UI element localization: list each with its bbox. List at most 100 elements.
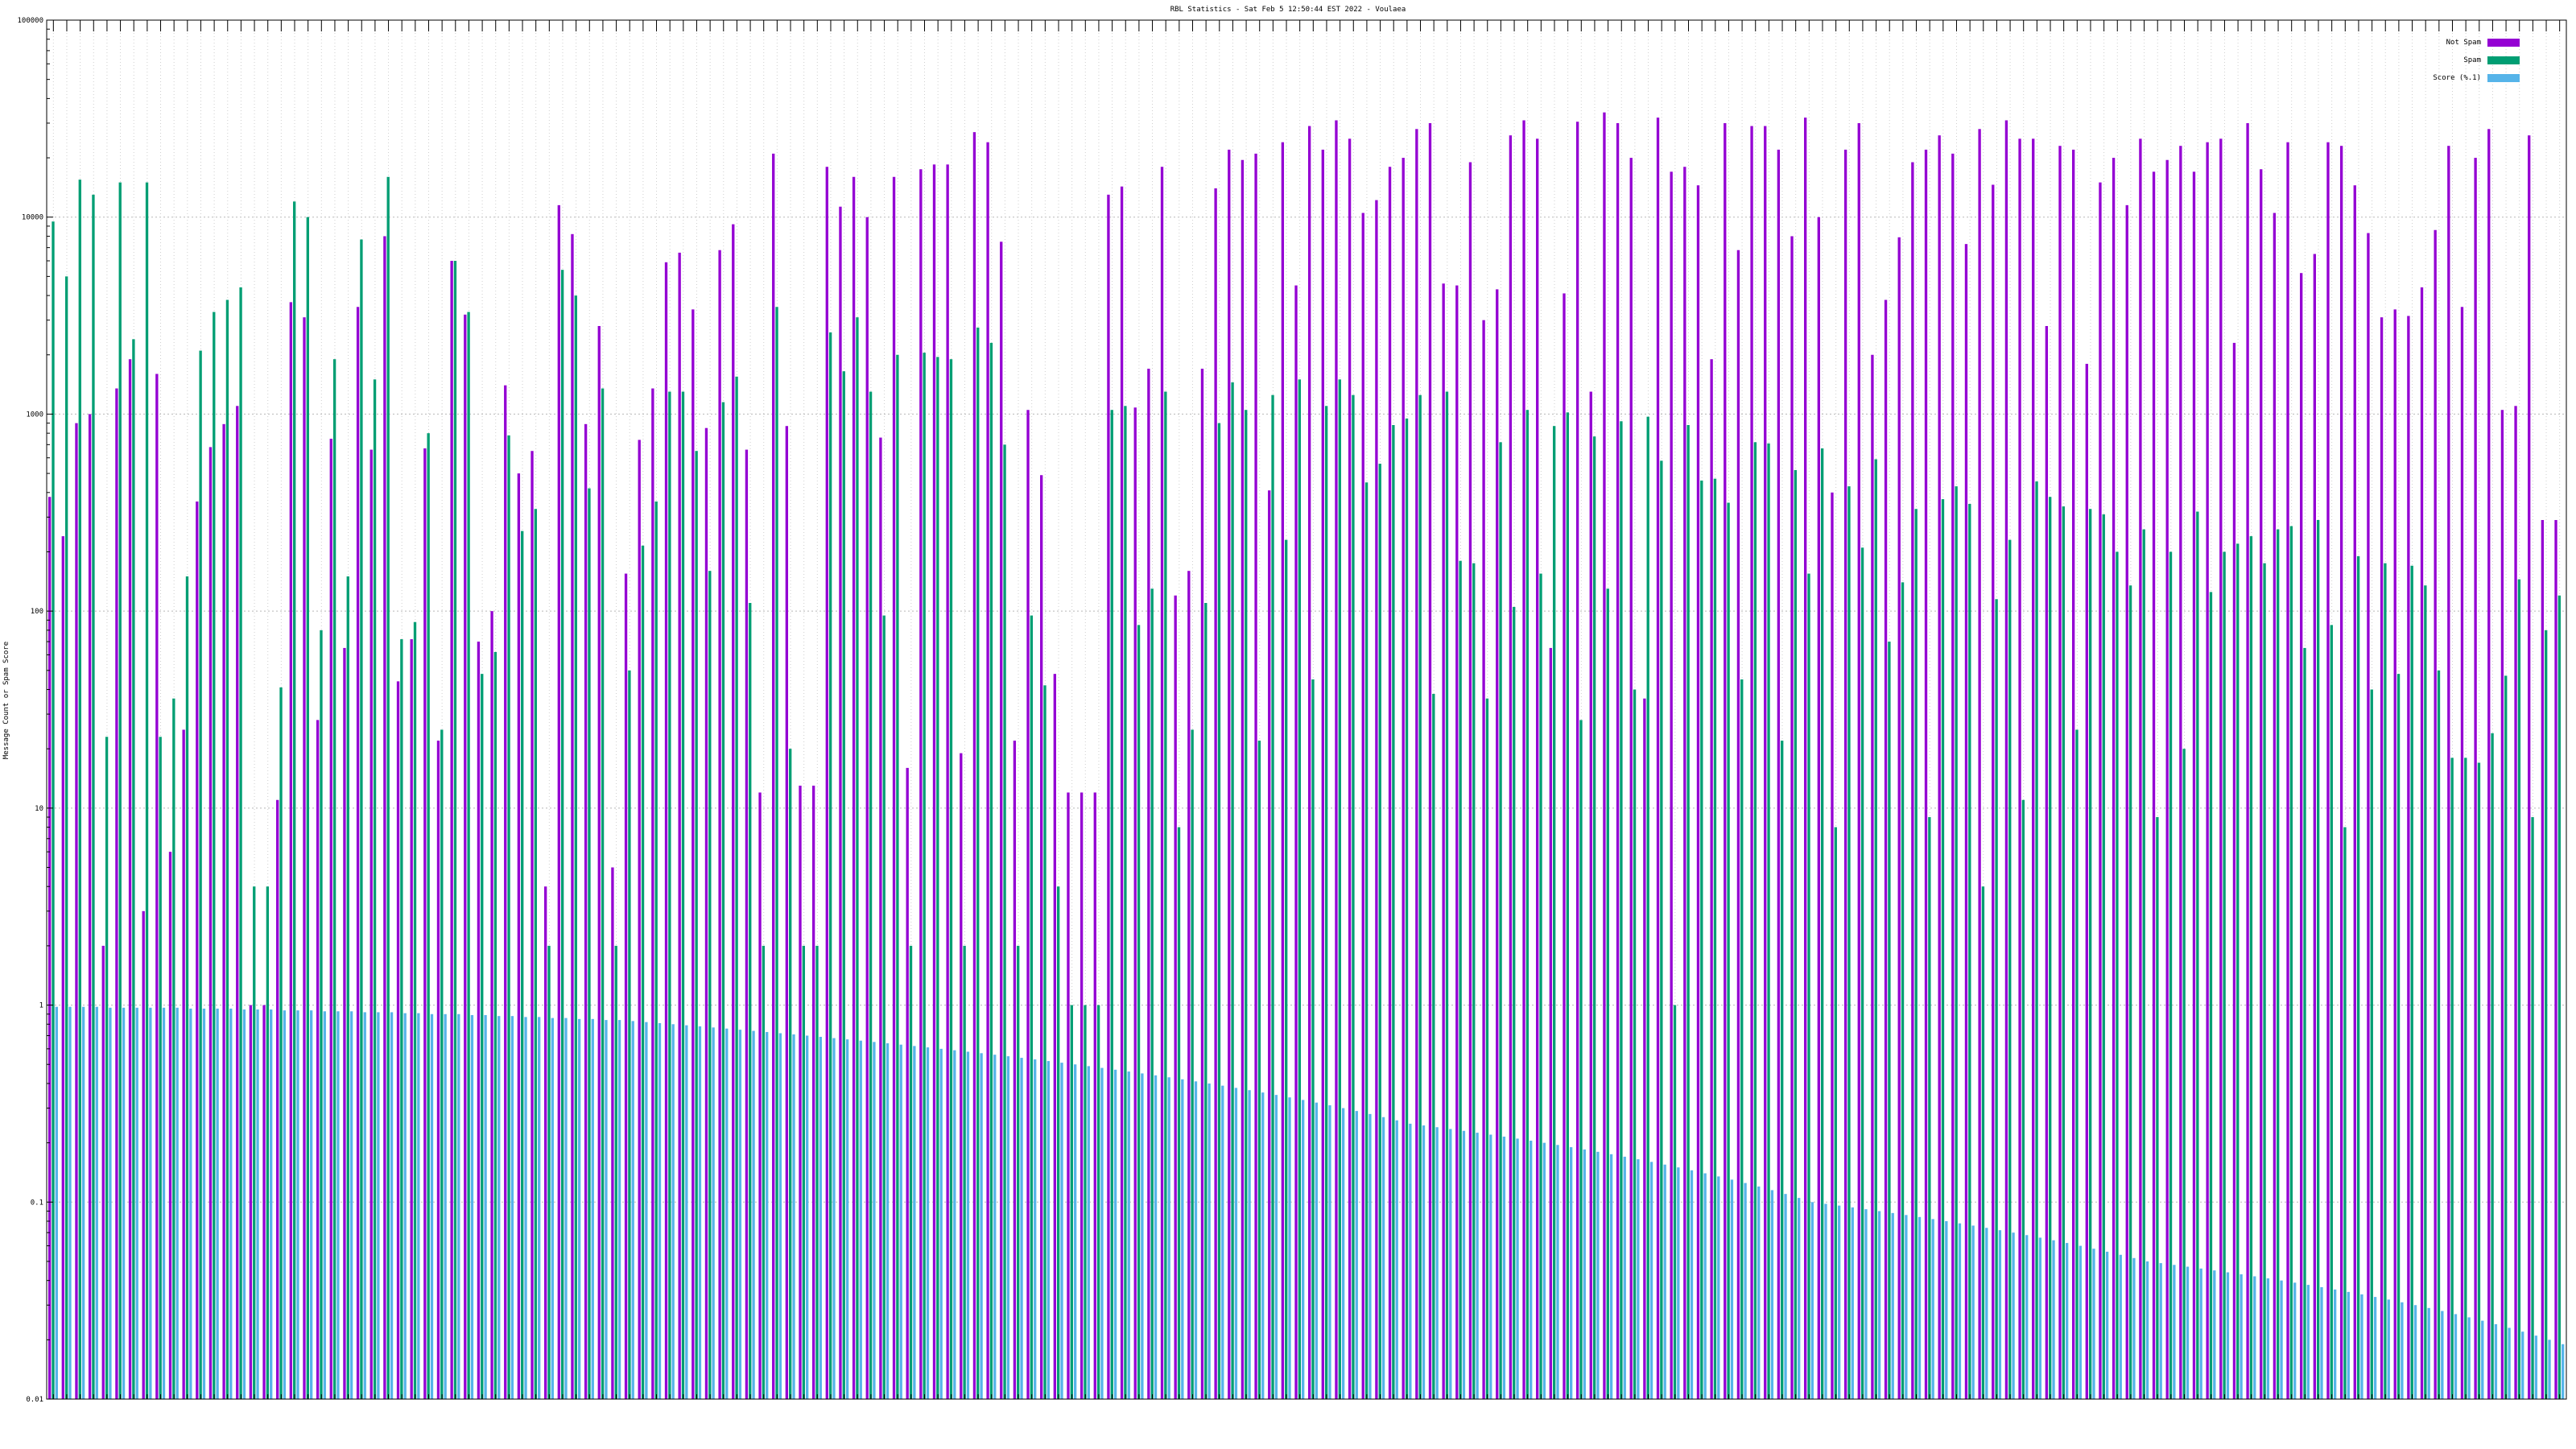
bar-not-spam: [1200, 369, 1204, 1399]
bar-score: [1328, 1105, 1331, 1399]
bar-not-spam: [557, 204, 560, 1400]
bar-spam: [1137, 625, 1141, 1399]
bar-not-spam: [1509, 135, 1513, 1399]
bar-score: [55, 1006, 58, 1399]
bar-score: [216, 1008, 219, 1399]
bar-not-spam: [208, 447, 213, 1399]
bar-spam: [2236, 543, 2240, 1399]
bar-score: [2373, 1297, 2377, 1399]
bar-not-spam: [986, 142, 989, 1400]
bar-score: [564, 1018, 568, 1399]
bar-not-spam: [1174, 595, 1177, 1399]
bar-spam: [2464, 758, 2467, 1399]
bar-score: [2132, 1257, 2136, 1399]
bar-not-spam: [1335, 120, 1338, 1399]
bar-spam: [1378, 464, 1381, 1399]
bar-spam: [2450, 758, 2454, 1399]
bar-score: [712, 1027, 715, 1399]
bar-spam: [1485, 698, 1489, 1399]
bar-not-spam: [2232, 342, 2236, 1400]
bar-spam: [721, 402, 725, 1399]
bar-score: [2534, 1335, 2538, 1399]
bar-spam: [1834, 827, 1837, 1399]
bar-spam: [775, 307, 778, 1399]
bar-spam: [547, 945, 551, 1399]
y-tick-label: 0.1: [31, 1199, 43, 1207]
bar-not-spam: [1790, 236, 1794, 1399]
bar-spam: [1592, 436, 1596, 1399]
y-axis-label: Message Count or Spam Score: [2, 642, 10, 759]
bar-score: [926, 1047, 930, 1399]
bar-spam: [1056, 886, 1060, 1399]
bar-score: [1409, 1123, 1412, 1399]
bar-spam: [320, 630, 323, 1399]
bar-not-spam: [2219, 138, 2223, 1400]
bar-score: [1744, 1183, 1747, 1399]
bar-spam: [78, 180, 81, 1399]
bar-spam: [534, 509, 538, 1399]
bar-not-spam: [879, 437, 882, 1399]
bar-not-spam: [638, 440, 641, 1399]
bar-spam: [2223, 551, 2226, 1399]
bar-spam: [373, 379, 377, 1399]
bar-spam: [2182, 749, 2186, 1399]
bar-score: [819, 1037, 822, 1399]
bar-not-spam: [436, 741, 440, 1399]
bar-spam: [2102, 514, 2105, 1399]
bar-spam: [2557, 595, 2562, 1399]
bar-not-spam: [2474, 158, 2477, 1399]
bar-not-spam: [678, 252, 681, 1399]
bar-spam: [453, 261, 457, 1399]
bar-spam: [2424, 585, 2427, 1399]
bar-score: [1596, 1151, 1600, 1399]
bar-spam: [695, 451, 698, 1399]
bar-score: [1798, 1198, 1801, 1399]
legend: Not Spam Spam Score (%.1): [2433, 39, 2520, 82]
bar-score: [1891, 1212, 1894, 1399]
bar-score: [1449, 1129, 1452, 1399]
bar-score: [363, 1012, 366, 1399]
bar-not-spam: [1992, 184, 1995, 1400]
bar-score: [430, 1013, 434, 1399]
bar-spam: [588, 488, 591, 1399]
bar-spam: [1753, 442, 1757, 1400]
bar-score: [1315, 1102, 1318, 1399]
bar-score: [256, 1009, 259, 1399]
bar-spam: [2049, 497, 2052, 1400]
bar-score: [323, 1011, 326, 1399]
bar-not-spam: [2273, 213, 2277, 1400]
bar-spam: [92, 194, 95, 1400]
bar-not-spam: [1724, 122, 1727, 1399]
bar-not-spam: [115, 388, 118, 1399]
bar-score: [886, 1043, 890, 1399]
bar-not-spam: [490, 611, 493, 1399]
bar-not-spam: [1683, 167, 1686, 1399]
bar-not-spam: [249, 1005, 253, 1399]
bar-score: [899, 1044, 902, 1399]
bar-spam: [1955, 486, 1958, 1400]
bar-score: [993, 1055, 997, 1399]
bar-not-spam: [1764, 126, 1767, 1400]
bar-score: [1073, 1064, 1077, 1399]
bar-spam: [2477, 762, 2481, 1399]
bar-spam: [1043, 685, 1046, 1399]
bar-spam: [2545, 630, 2548, 1399]
bar-score: [1341, 1108, 1345, 1399]
bar-not-spam: [155, 374, 159, 1399]
bar-not-spam: [1897, 237, 1901, 1400]
bar-spam: [2156, 817, 2159, 1399]
bar-score: [980, 1053, 983, 1399]
bar-score: [832, 1038, 836, 1399]
bar-not-spam: [1777, 149, 1781, 1399]
bars: [47, 112, 2565, 1400]
bar-not-spam: [758, 792, 762, 1399]
bar-score: [1905, 1215, 1908, 1399]
bar-not-spam: [168, 852, 172, 1399]
bar-not-spam: [1951, 153, 1955, 1399]
plot-frame: [46, 19, 2567, 1400]
bar-spam: [1084, 1005, 1087, 1399]
bar-not-spam: [343, 647, 346, 1399]
bar-spam: [2277, 529, 2280, 1399]
bar-spam: [306, 217, 309, 1399]
bar-not-spam: [1093, 792, 1096, 1399]
